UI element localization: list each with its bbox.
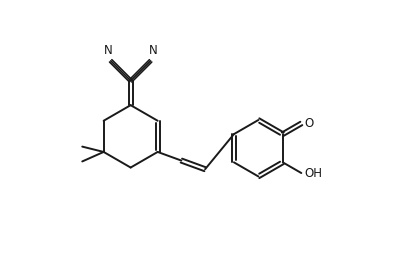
Text: O: O xyxy=(304,117,314,130)
Text: N: N xyxy=(104,44,113,57)
Text: OH: OH xyxy=(304,167,322,180)
Text: N: N xyxy=(149,44,157,57)
